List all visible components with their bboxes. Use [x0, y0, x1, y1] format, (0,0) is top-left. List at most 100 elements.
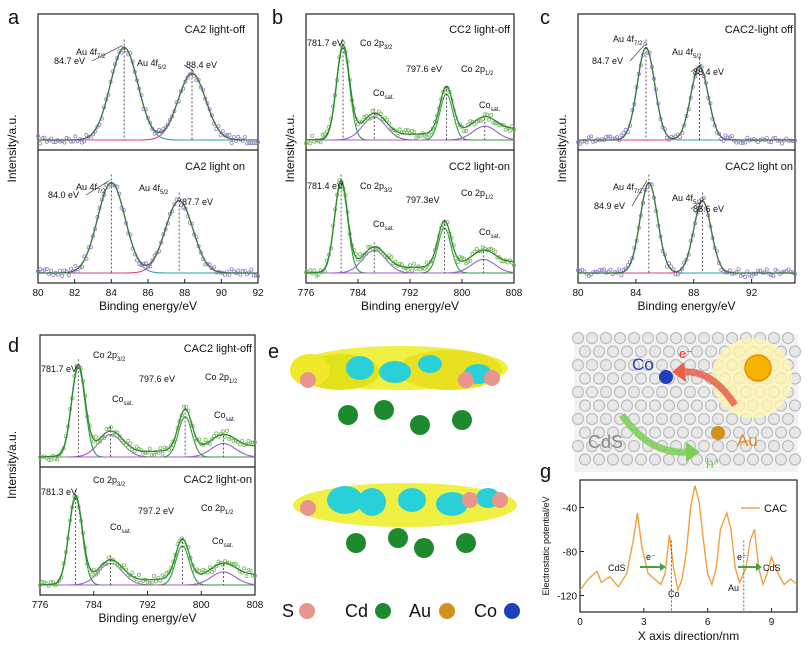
data-point	[158, 446, 163, 451]
data-point	[599, 268, 604, 273]
data-point	[584, 140, 589, 145]
data-point	[207, 565, 212, 570]
data-point	[464, 128, 469, 133]
lattice-atom	[599, 331, 613, 345]
data-point	[457, 122, 462, 127]
hole-label: h⁺	[706, 455, 721, 471]
subplot-title: CAC2 light-on	[184, 474, 252, 486]
lattice-atom	[648, 345, 662, 358]
data-point	[88, 136, 93, 141]
electron-arrow-head	[672, 362, 686, 382]
data-point	[472, 249, 477, 254]
data-point	[47, 271, 52, 276]
data-point	[376, 109, 381, 114]
x-axis-label: Binding energy/eV	[361, 299, 459, 313]
subplot-title: CAC2 light-off	[184, 343, 253, 355]
data-point	[151, 453, 156, 458]
data-point	[149, 452, 154, 457]
peak-energy-label: 84.9 eV	[594, 201, 625, 211]
xps-panel-d: 776 784 792 800 808 Binding energy/eV Intensit…	[5, 334, 264, 625]
lattice-atom	[655, 385, 669, 399]
lattice-atom	[620, 372, 634, 385]
plot-frame	[577, 13, 796, 284]
data-point	[121, 563, 126, 568]
potential-curve	[579, 485, 798, 593]
lattice-atom	[676, 399, 690, 412]
data-point	[136, 572, 141, 577]
envelope-curve	[39, 495, 255, 586]
data-point	[775, 138, 780, 143]
lattice-atom	[697, 412, 711, 426]
data-point	[151, 573, 156, 578]
data-point	[736, 267, 741, 272]
data-point	[231, 438, 236, 443]
lattice-atom	[613, 439, 627, 453]
data-point	[486, 117, 491, 122]
data-point	[246, 568, 251, 573]
data-point	[242, 566, 247, 571]
data-point	[182, 404, 187, 409]
s-atom	[300, 372, 316, 388]
data-point	[60, 273, 65, 278]
lattice-atom	[662, 453, 676, 466]
data-point	[606, 134, 611, 139]
lattice-atom	[571, 331, 585, 345]
x-tick-label: 90	[216, 288, 228, 299]
peak-label: Au 4f5/2	[672, 193, 702, 206]
data-point	[366, 244, 371, 249]
data-point	[370, 108, 375, 113]
data-point	[50, 580, 55, 585]
peak-label: 797.6 eV	[139, 374, 175, 384]
lattice-atom	[627, 385, 641, 399]
lattice-atom	[571, 412, 585, 426]
isosurface-blob	[358, 488, 386, 516]
x-tick-label: 776	[298, 288, 315, 299]
y-tick-label: -80	[563, 548, 578, 559]
au-atom	[711, 426, 725, 440]
data-point	[619, 133, 624, 138]
peak-label: Cosat.	[112, 394, 134, 407]
isosurface-blob	[398, 488, 426, 512]
fit-component-curve	[306, 125, 515, 141]
lattice-atom	[606, 372, 620, 385]
fit-component-curve	[306, 116, 514, 141]
x-tick-label: 88	[688, 288, 700, 299]
data-point	[134, 579, 139, 584]
data-point	[179, 536, 184, 541]
data-point	[316, 272, 321, 277]
data-point	[148, 264, 153, 269]
lattice-atom	[613, 385, 627, 399]
cd-atom	[346, 533, 366, 553]
lattice-atom	[788, 453, 802, 466]
peak-label: Cosat.	[479, 100, 501, 113]
lattice-atom	[662, 399, 676, 412]
data-point	[730, 134, 735, 139]
lattice-atom	[767, 412, 781, 426]
lattice-atom	[571, 385, 585, 399]
x-tick-label: 792	[402, 288, 419, 299]
lattice-atom	[627, 439, 641, 453]
data-point	[608, 134, 613, 139]
data-point	[669, 264, 674, 269]
peak-energy-label: 84.0 eV	[48, 190, 79, 200]
peak-label: 781.7 eV	[41, 364, 77, 374]
data-point	[786, 267, 791, 272]
x-tick-label: 800	[454, 288, 471, 299]
data-point	[130, 570, 135, 575]
lattice-atom	[732, 453, 746, 466]
data-point	[104, 426, 109, 431]
lattice-atom	[697, 385, 711, 399]
callout-arrow	[179, 198, 182, 203]
lattice-atom	[634, 345, 648, 358]
x-axis-label: Binding energy/eV	[637, 299, 735, 313]
lattice-atom	[592, 372, 606, 385]
data-point	[203, 437, 208, 442]
data-point	[604, 134, 609, 139]
lattice-atom	[578, 345, 592, 358]
isosurface-blob	[418, 355, 442, 373]
data-point	[464, 261, 469, 266]
peak-label: Cosat.	[373, 219, 395, 232]
lattice-atom	[571, 439, 585, 453]
data-point	[389, 255, 394, 260]
lattice-atom	[585, 331, 599, 345]
